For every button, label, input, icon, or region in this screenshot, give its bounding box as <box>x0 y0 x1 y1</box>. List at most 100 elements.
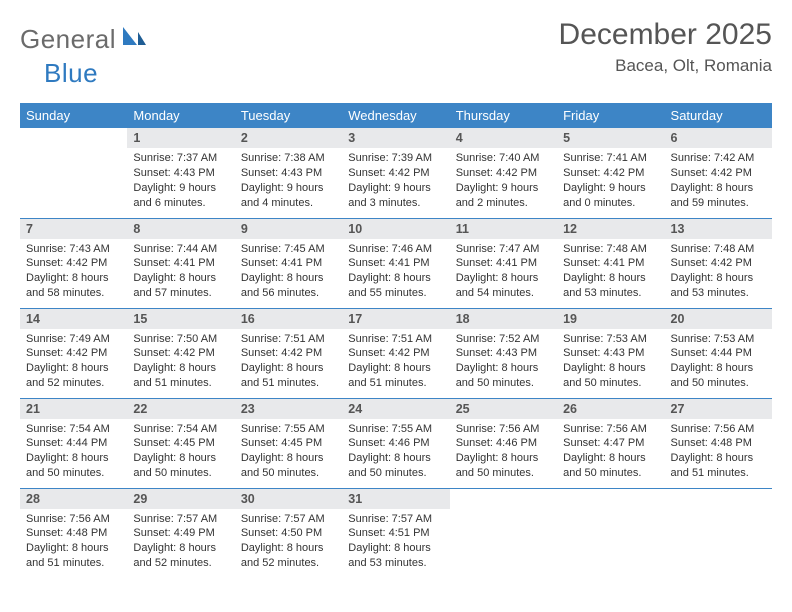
sunset-text: Sunset: 4:42 PM <box>348 166 443 181</box>
calendar-cell: 31Sunrise: 7:57 AMSunset: 4:51 PMDayligh… <box>342 488 449 578</box>
day-details: Sunrise: 7:46 AMSunset: 4:41 PMDaylight:… <box>342 239 449 305</box>
daylight-text: Daylight: 8 hours and 51 minutes. <box>671 451 766 481</box>
calendar-cell: 29Sunrise: 7:57 AMSunset: 4:49 PMDayligh… <box>127 488 234 578</box>
daylight-text: Daylight: 8 hours and 53 minutes. <box>348 541 443 571</box>
sunset-text: Sunset: 4:42 PM <box>241 346 336 361</box>
weekday-header: Friday <box>557 103 664 128</box>
day-number: 9 <box>235 219 342 239</box>
day-number: 2 <box>235 128 342 148</box>
calendar-row: 14Sunrise: 7:49 AMSunset: 4:42 PMDayligh… <box>20 308 772 398</box>
calendar-head: Sunday Monday Tuesday Wednesday Thursday… <box>20 103 772 128</box>
day-number: 21 <box>20 399 127 419</box>
daylight-text: Daylight: 8 hours and 52 minutes. <box>26 361 121 391</box>
sunrise-text: Sunrise: 7:56 AM <box>563 422 658 437</box>
sunrise-text: Sunrise: 7:42 AM <box>671 151 766 166</box>
day-details: Sunrise: 7:51 AMSunset: 4:42 PMDaylight:… <box>342 329 449 395</box>
day-number: 22 <box>127 399 234 419</box>
calendar-row: 7Sunrise: 7:43 AMSunset: 4:42 PMDaylight… <box>20 218 772 308</box>
day-details: Sunrise: 7:44 AMSunset: 4:41 PMDaylight:… <box>127 239 234 305</box>
day-number: 23 <box>235 399 342 419</box>
daylight-text: Daylight: 8 hours and 59 minutes. <box>671 181 766 211</box>
day-details: Sunrise: 7:55 AMSunset: 4:46 PMDaylight:… <box>342 419 449 485</box>
logo-sail-icon <box>121 25 147 54</box>
daylight-text: Daylight: 8 hours and 56 minutes. <box>241 271 336 301</box>
daylight-text: Daylight: 8 hours and 51 minutes. <box>133 361 228 391</box>
day-number: 18 <box>450 309 557 329</box>
month-title: December 2025 <box>559 18 772 52</box>
sunrise-text: Sunrise: 7:53 AM <box>671 332 766 347</box>
day-details: Sunrise: 7:55 AMSunset: 4:45 PMDaylight:… <box>235 419 342 485</box>
day-details: Sunrise: 7:53 AMSunset: 4:43 PMDaylight:… <box>557 329 664 395</box>
sunrise-text: Sunrise: 7:49 AM <box>26 332 121 347</box>
day-details: Sunrise: 7:48 AMSunset: 4:42 PMDaylight:… <box>665 239 772 305</box>
sunrise-text: Sunrise: 7:48 AM <box>671 242 766 257</box>
calendar-cell: 22Sunrise: 7:54 AMSunset: 4:45 PMDayligh… <box>127 398 234 488</box>
day-details: Sunrise: 7:48 AMSunset: 4:41 PMDaylight:… <box>557 239 664 305</box>
calendar-cell: 28Sunrise: 7:56 AMSunset: 4:48 PMDayligh… <box>20 488 127 578</box>
calendar-cell: 19Sunrise: 7:53 AMSunset: 4:43 PMDayligh… <box>557 308 664 398</box>
daylight-text: Daylight: 8 hours and 50 minutes. <box>241 451 336 481</box>
day-details: Sunrise: 7:42 AMSunset: 4:42 PMDaylight:… <box>665 148 772 214</box>
day-details: Sunrise: 7:43 AMSunset: 4:42 PMDaylight:… <box>20 239 127 305</box>
day-number: 8 <box>127 219 234 239</box>
calendar-cell <box>665 488 772 578</box>
day-details: Sunrise: 7:57 AMSunset: 4:49 PMDaylight:… <box>127 509 234 575</box>
sunset-text: Sunset: 4:44 PM <box>26 436 121 451</box>
calendar-cell: 10Sunrise: 7:46 AMSunset: 4:41 PMDayligh… <box>342 218 449 308</box>
calendar-table: Sunday Monday Tuesday Wednesday Thursday… <box>20 103 772 578</box>
sunset-text: Sunset: 4:41 PM <box>456 256 551 271</box>
daylight-text: Daylight: 8 hours and 57 minutes. <box>133 271 228 301</box>
day-number: 29 <box>127 489 234 509</box>
location-text: Bacea, Olt, Romania <box>559 56 772 76</box>
daylight-text: Daylight: 8 hours and 54 minutes. <box>456 271 551 301</box>
day-number: 30 <box>235 489 342 509</box>
day-number: 16 <box>235 309 342 329</box>
day-details: Sunrise: 7:38 AMSunset: 4:43 PMDaylight:… <box>235 148 342 214</box>
sunrise-text: Sunrise: 7:44 AM <box>133 242 228 257</box>
sunset-text: Sunset: 4:50 PM <box>241 526 336 541</box>
sunrise-text: Sunrise: 7:55 AM <box>348 422 443 437</box>
sunrise-text: Sunrise: 7:55 AM <box>241 422 336 437</box>
daylight-text: Daylight: 8 hours and 50 minutes. <box>671 361 766 391</box>
calendar-cell: 9Sunrise: 7:45 AMSunset: 4:41 PMDaylight… <box>235 218 342 308</box>
sunrise-text: Sunrise: 7:52 AM <box>456 332 551 347</box>
calendar-cell: 8Sunrise: 7:44 AMSunset: 4:41 PMDaylight… <box>127 218 234 308</box>
calendar-cell: 27Sunrise: 7:56 AMSunset: 4:48 PMDayligh… <box>665 398 772 488</box>
calendar-cell: 12Sunrise: 7:48 AMSunset: 4:41 PMDayligh… <box>557 218 664 308</box>
sunset-text: Sunset: 4:48 PM <box>671 436 766 451</box>
calendar-cell: 23Sunrise: 7:55 AMSunset: 4:45 PMDayligh… <box>235 398 342 488</box>
day-details: Sunrise: 7:56 AMSunset: 4:48 PMDaylight:… <box>20 509 127 575</box>
day-number: 27 <box>665 399 772 419</box>
day-number: 4 <box>450 128 557 148</box>
day-number: 1 <box>127 128 234 148</box>
day-number: 12 <box>557 219 664 239</box>
sunrise-text: Sunrise: 7:48 AM <box>563 242 658 257</box>
day-details: Sunrise: 7:47 AMSunset: 4:41 PMDaylight:… <box>450 239 557 305</box>
logo-text-general: General <box>20 24 116 55</box>
daylight-text: Daylight: 8 hours and 52 minutes. <box>241 541 336 571</box>
sunrise-text: Sunrise: 7:37 AM <box>133 151 228 166</box>
daylight-text: Daylight: 9 hours and 6 minutes. <box>133 181 228 211</box>
day-details: Sunrise: 7:37 AMSunset: 4:43 PMDaylight:… <box>127 148 234 214</box>
sunset-text: Sunset: 4:43 PM <box>133 166 228 181</box>
sunrise-text: Sunrise: 7:43 AM <box>26 242 121 257</box>
calendar-cell: 21Sunrise: 7:54 AMSunset: 4:44 PMDayligh… <box>20 398 127 488</box>
sunrise-text: Sunrise: 7:56 AM <box>456 422 551 437</box>
calendar-cell: 16Sunrise: 7:51 AMSunset: 4:42 PMDayligh… <box>235 308 342 398</box>
logo: General <box>20 18 149 55</box>
sunrise-text: Sunrise: 7:46 AM <box>348 242 443 257</box>
sunset-text: Sunset: 4:43 PM <box>241 166 336 181</box>
sunset-text: Sunset: 4:41 PM <box>133 256 228 271</box>
title-block: December 2025 Bacea, Olt, Romania <box>559 18 772 76</box>
daylight-text: Daylight: 8 hours and 50 minutes. <box>456 451 551 481</box>
sunrise-text: Sunrise: 7:56 AM <box>26 512 121 527</box>
calendar-cell: 2Sunrise: 7:38 AMSunset: 4:43 PMDaylight… <box>235 128 342 218</box>
daylight-text: Daylight: 8 hours and 50 minutes. <box>348 451 443 481</box>
weekday-header: Saturday <box>665 103 772 128</box>
sunset-text: Sunset: 4:45 PM <box>241 436 336 451</box>
daylight-text: Daylight: 8 hours and 52 minutes. <box>133 541 228 571</box>
day-number: 31 <box>342 489 449 509</box>
sunset-text: Sunset: 4:42 PM <box>563 166 658 181</box>
day-details: Sunrise: 7:56 AMSunset: 4:46 PMDaylight:… <box>450 419 557 485</box>
day-details: Sunrise: 7:57 AMSunset: 4:50 PMDaylight:… <box>235 509 342 575</box>
